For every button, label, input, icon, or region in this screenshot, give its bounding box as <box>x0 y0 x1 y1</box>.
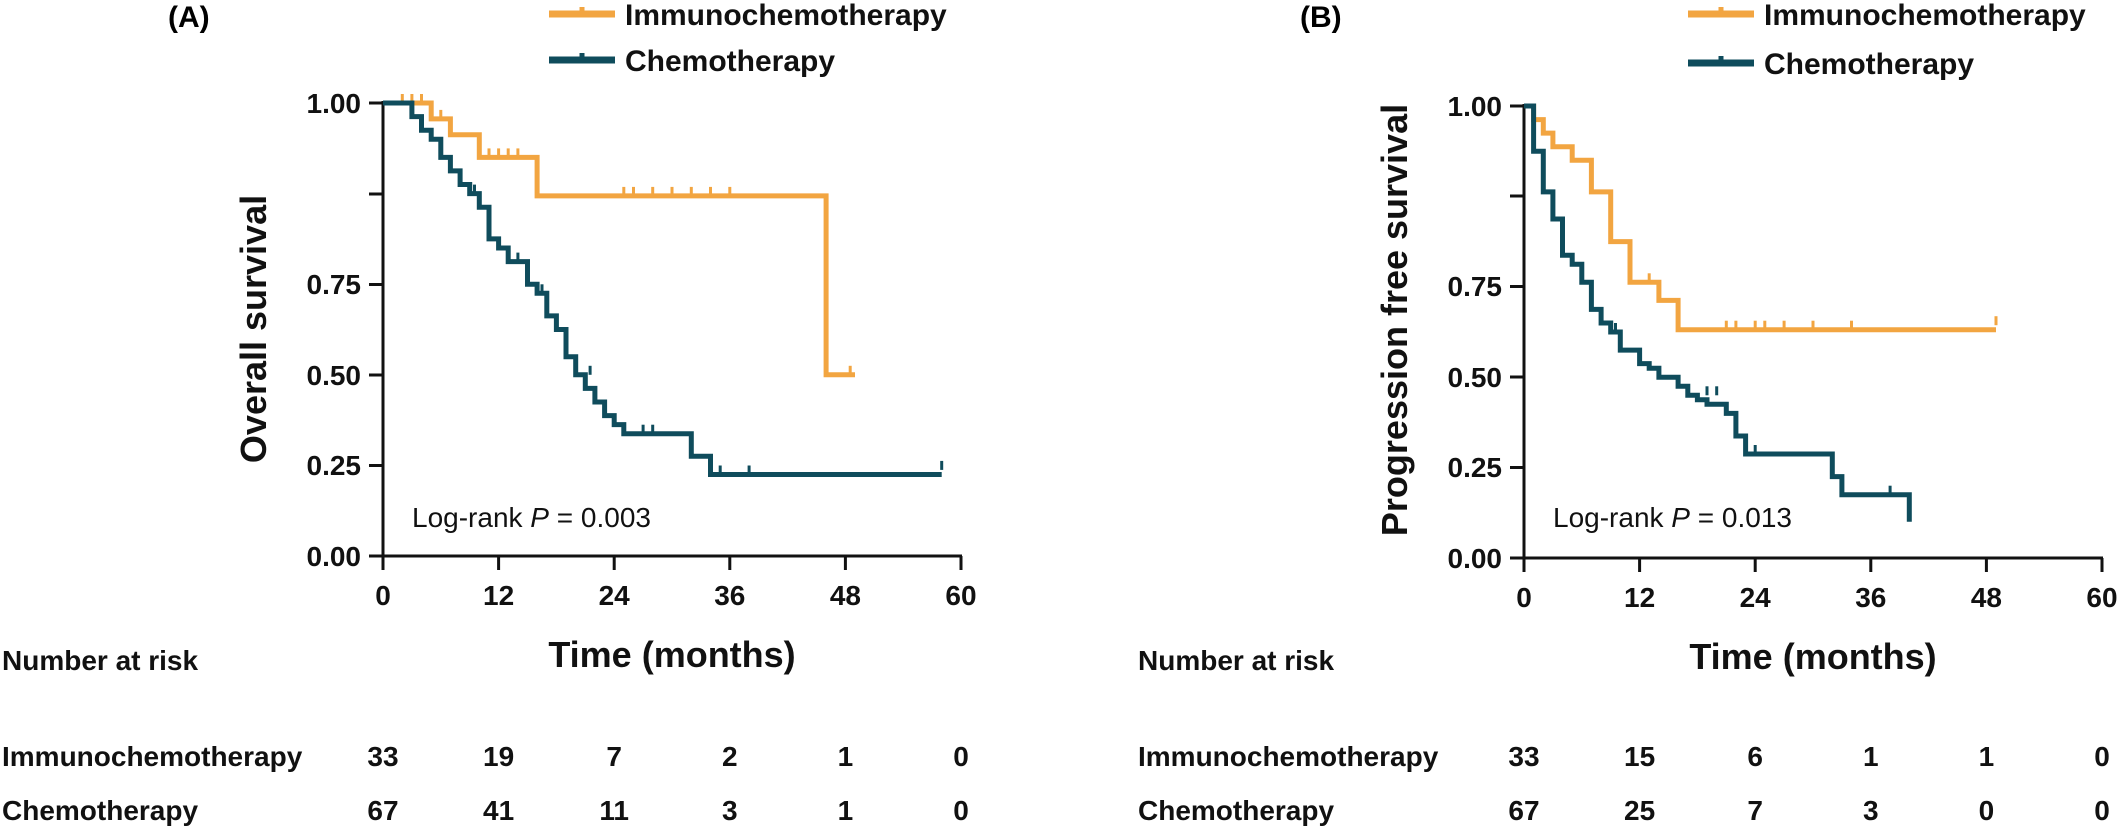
risk-a-immuno-36: 2 <box>722 741 738 772</box>
panel-b-logrank: Log-rank P = 0.013 <box>1553 502 1792 533</box>
legend-a-item-chemo: Chemotherapy <box>549 45 835 78</box>
panel-b: (B) Immunochemotherapy Chemotherapy <box>1138 0 2118 826</box>
panel-b-xtick-48: 48 <box>1971 582 2002 613</box>
panel-b-ytick-025: 0.25 <box>1448 452 1503 483</box>
panel-a-xtick-24: 24 <box>599 580 631 611</box>
panel-a-label: (A) <box>168 1 210 34</box>
panel-b-ytick-100: 1.00 <box>1448 91 1503 122</box>
km-curve-a-chemo <box>383 100 942 477</box>
panel-b-x-ticks <box>1522 558 2104 572</box>
panel-a-ytick-050: 0.50 <box>307 360 362 391</box>
risk-a-immuno-12: 19 <box>483 741 514 772</box>
panel-a: (A) Immunochemotherapy Chemotherapy <box>2 0 977 826</box>
legend-b-item-chemo: Chemotherapy <box>1688 48 1974 81</box>
panel-b-plot <box>1524 103 1998 522</box>
legend-a-chemo-label: Chemotherapy <box>625 45 835 78</box>
panel-a-legend: Immunochemotherapy Chemotherapy <box>549 0 947 78</box>
panel-b-xtick-24: 24 <box>1740 582 1772 613</box>
risk-b-chemo-36: 3 <box>1863 795 1879 826</box>
risk-a-chemo-24: 11 <box>599 795 629 826</box>
panel-a-risk-title: Number at risk <box>2 645 198 676</box>
panel-b-xtick-12: 12 <box>1624 582 1655 613</box>
panel-b-risk-name-chemo: Chemotherapy <box>1138 795 1334 826</box>
legend-a-item-immuno: Immunochemotherapy <box>549 0 947 32</box>
km-curve-a-immuno <box>383 100 855 378</box>
risk-a-chemo-48: 1 <box>838 795 854 826</box>
panel-a-ytick-0: 0.00 <box>307 541 362 572</box>
panel-b-ytick-050: 0.50 <box>1448 362 1503 393</box>
panel-a-ytick-075: 0.75 <box>307 269 362 300</box>
panel-a-xtick-12: 12 <box>483 580 514 611</box>
panel-b-xtick-60: 60 <box>2086 582 2117 613</box>
risk-a-immuno-48: 1 <box>838 741 854 772</box>
panel-b-risk-name-immuno: Immunochemotherapy <box>1138 741 1439 772</box>
panel-a-y-title: Overall survival <box>233 195 274 463</box>
risk-b-chemo-48: 0 <box>1979 795 1995 826</box>
panel-b-xtick-36: 36 <box>1855 582 1886 613</box>
risk-b-immuno-60: 0 <box>2094 741 2110 772</box>
risk-b-immuno-0: 33 <box>1508 741 1539 772</box>
legend-b-immuno-label: Immunochemotherapy <box>1764 0 2086 32</box>
km-curve-b-chemo <box>1524 103 1912 522</box>
risk-b-chemo-12: 25 <box>1624 795 1655 826</box>
panel-b-risk-table: Number at risk Immunochemotherapy Chemot… <box>1138 645 2110 826</box>
risk-a-chemo-12: 41 <box>483 795 514 826</box>
panel-b-ytick-075: 0.75 <box>1448 271 1503 302</box>
panel-a-ytick-100: 1.00 <box>307 88 362 119</box>
panel-a-risk-name-chemo: Chemotherapy <box>2 795 198 826</box>
risk-b-immuno-36: 1 <box>1863 741 1879 772</box>
risk-a-chemo-36: 3 <box>722 795 738 826</box>
panel-b-risk-title: Number at risk <box>1138 645 1334 676</box>
panel-a-x-title: Time (months) <box>548 634 795 675</box>
panel-b-y-title: Progression free survival <box>1374 104 1415 536</box>
km-curve-b-immuno <box>1524 103 1996 333</box>
panel-a-risk-name-immuno: Immunochemotherapy <box>2 741 303 772</box>
panel-a-logrank: Log-rank P = 0.003 <box>412 502 651 533</box>
panel-a-x-ticks <box>381 556 963 570</box>
risk-a-immuno-60: 0 <box>953 741 969 772</box>
risk-a-immuno-0: 33 <box>367 741 398 772</box>
legend-a-immuno-label: Immunochemotherapy <box>625 0 947 32</box>
panel-b-xtick-0: 0 <box>1516 582 1532 613</box>
panel-a-xtick-60: 60 <box>945 580 976 611</box>
legend-b-chemo-label: Chemotherapy <box>1764 48 1974 81</box>
panel-a-xtick-36: 36 <box>714 580 745 611</box>
panel-a-risk-table: Number at risk Immunochemotherapy Chemot… <box>2 645 969 826</box>
risk-b-immuno-24: 6 <box>1747 741 1763 772</box>
risk-b-chemo-24: 7 <box>1747 795 1763 826</box>
panel-a-y-ticks <box>369 101 383 558</box>
panel-a-plot <box>383 94 944 477</box>
panel-a-axes: 0 12 24 36 48 60 0.00 0.25 0.50 0.75 1.0… <box>233 88 977 675</box>
risk-b-chemo-60: 0 <box>2094 795 2110 826</box>
panel-b-legend: Immunochemotherapy Chemotherapy <box>1688 0 2086 81</box>
risk-a-chemo-60: 0 <box>953 795 969 826</box>
panel-b-y-ticks <box>1510 104 1524 560</box>
panel-a-xtick-0: 0 <box>375 580 391 611</box>
risk-a-chemo-0: 67 <box>367 795 398 826</box>
risk-a-immuno-24: 7 <box>606 741 622 772</box>
panel-b-x-title: Time (months) <box>1689 636 1936 677</box>
risk-b-immuno-12: 15 <box>1624 741 1655 772</box>
panel-b-ytick-0: 0.00 <box>1448 543 1503 574</box>
panel-b-label: (B) <box>1300 1 1342 34</box>
panel-b-axes: 0 12 24 36 48 60 0.00 0.25 0.50 0.75 1.0… <box>1374 91 2118 677</box>
panel-a-xtick-48: 48 <box>830 580 861 611</box>
legend-b-item-immuno: Immunochemotherapy <box>1688 0 2086 32</box>
risk-b-chemo-0: 67 <box>1508 795 1539 826</box>
panel-a-ytick-025: 0.25 <box>307 450 362 481</box>
risk-b-immuno-48: 1 <box>1979 741 1995 772</box>
